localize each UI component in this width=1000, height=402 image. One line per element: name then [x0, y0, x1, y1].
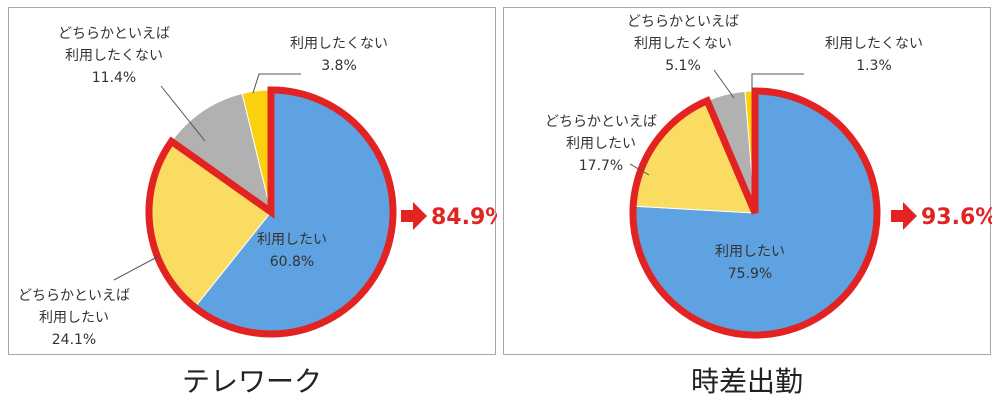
highlight-outline	[629, 87, 881, 339]
slice-category-label-1: 利用したい	[566, 136, 636, 152]
leader-line-3	[751, 73, 804, 92]
slice-category-label-2: 利用したくない	[65, 48, 163, 64]
slice-category-label-0: 利用したい	[257, 232, 327, 248]
telework-caption: テレワーク	[181, 365, 322, 398]
highlight-arrow-icon	[891, 202, 917, 230]
telework-chart-panel: 利用したい 60.8% どちらかといえば 利用したい 24.1% どちらかといえば 利用した…	[8, 7, 497, 355]
slice-category-label-2: どちらかといえば	[627, 14, 739, 30]
slice-value-label-2: 11.4%	[92, 70, 136, 86]
slice-category-label-3: 利用したくない	[825, 36, 923, 52]
slice-value-label-2: 5.1%	[665, 58, 701, 74]
slice-category-label-2: 利用したくない	[634, 36, 732, 52]
highlight-outline	[145, 86, 397, 338]
leader-line-2	[160, 85, 206, 142]
slice-category-label-1: どちらかといえば	[18, 288, 130, 304]
highlight-total-label: 93.6%	[921, 205, 992, 230]
slice-value-label-3: 1.3%	[856, 58, 892, 74]
leader-line-1	[113, 255, 160, 281]
slice-category-label-1: 利用したい	[39, 310, 109, 326]
telework-pie-chart: 利用したい60.8%どちらかといえば利用したい24.1%どちらかといえば利用した…	[18, 26, 497, 348]
slice-value-label-0: 60.8%	[270, 254, 314, 270]
highlight-arrow-icon	[401, 202, 427, 230]
slice-value-label-1: 17.7%	[579, 158, 623, 174]
slice-value-label-1: 24.1%	[52, 332, 96, 348]
staggered-commute-pie-chart: 利用したい75.9%どちらかといえば利用したい17.7%どちらかといえば利用した…	[545, 14, 992, 339]
staggered-commute-chart-panel: 利用したい 75.9% どちらかといえば 利用したい 17.7% どちらかといえば 利用した…	[503, 7, 992, 355]
staggered-commute-caption: 時差出勤	[690, 365, 803, 398]
leader-line-1	[629, 163, 650, 176]
slice-category-label-3: 利用したくない	[290, 36, 388, 52]
slice-category-label-1: どちらかといえば	[545, 114, 657, 130]
highlight-total-label: 84.9%	[431, 205, 497, 230]
slice-category-label-0: 利用したい	[715, 244, 785, 260]
slice-category-label-2: どちらかといえば	[58, 26, 170, 42]
leader-line-3	[252, 73, 301, 94]
leader-line-2	[713, 69, 735, 99]
slice-value-label-3: 3.8%	[321, 58, 357, 74]
slice-value-label-0: 75.9%	[728, 266, 772, 282]
